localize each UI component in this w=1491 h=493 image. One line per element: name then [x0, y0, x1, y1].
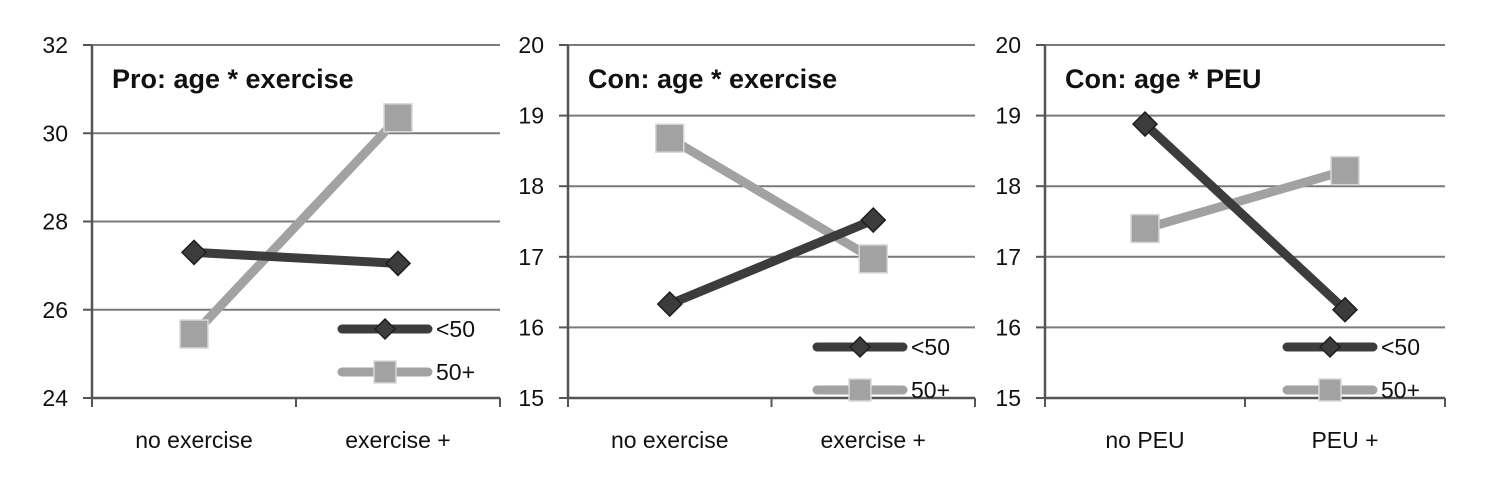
- y-tick-label: 32: [42, 32, 68, 58]
- legend-label: 50+: [1381, 377, 1420, 403]
- data-point-under-50: [1131, 111, 1159, 138]
- legend-label: <50: [911, 334, 950, 360]
- data-point-50-plus: [1330, 155, 1360, 186]
- series-line-under-50: [189, 247, 403, 268]
- legend-marker: [1318, 335, 1342, 359]
- chart-title: Pro: age * exercise: [112, 64, 354, 94]
- y-tick-label: 19: [995, 103, 1021, 129]
- legend-label: <50: [436, 316, 475, 342]
- x-tick-label: no PEU: [1105, 427, 1184, 453]
- y-tick-label: 26: [42, 297, 68, 323]
- data-point-50-plus: [1130, 213, 1160, 244]
- chart-title: Con: age * exercise: [588, 64, 837, 94]
- legend-label: 50+: [436, 359, 475, 385]
- y-tick-label: 18: [518, 173, 544, 199]
- x-tick-label: no exercise: [611, 427, 729, 453]
- chart-panel-1: 24 26 28 30 32 no exercise exercise + Pro: age …: [42, 32, 501, 453]
- data-point-under-50: [656, 291, 683, 318]
- y-tick-label: 15: [995, 385, 1021, 411]
- legend-marker: [1318, 378, 1342, 402]
- x-tick-label: exercise +: [345, 427, 450, 453]
- y-tick-label: 20: [995, 32, 1021, 58]
- data-point-50-plus: [179, 319, 209, 349]
- data-point-under-50: [180, 239, 208, 266]
- data-point-50-plus: [858, 244, 888, 274]
- y-tick-label: 15: [518, 385, 544, 411]
- legend-marker: [848, 335, 872, 359]
- y-tick-label: 30: [42, 120, 68, 146]
- y-tick-label: 16: [995, 314, 1021, 340]
- data-point-50-plus: [655, 123, 685, 153]
- series-line-under-50: [665, 215, 878, 309]
- data-point-under-50: [860, 207, 887, 234]
- legend-marker: [848, 378, 872, 402]
- data-point-under-50: [384, 250, 412, 277]
- y-tick-label: 24: [42, 385, 68, 411]
- series-line-50-plus: [189, 113, 403, 339]
- series-line-under-50: [1140, 119, 1350, 315]
- chart-panel-2: 15 16 17 18 19 20 no exercise exercise + Con: ag…: [518, 32, 976, 453]
- data-point-under-50: [1331, 296, 1359, 323]
- x-tick-label: PEU +: [1311, 427, 1378, 453]
- series-line-50-plus: [1140, 166, 1350, 234]
- x-tick-label: no exercise: [135, 427, 253, 453]
- y-tick-label: 18: [995, 173, 1021, 199]
- legend-marker: [373, 317, 397, 341]
- chart-panel-3: 15 16 17 18 19 20 no PEU PEU + Con: age * PEU <50…: [995, 32, 1446, 453]
- y-tick-label: 19: [518, 103, 544, 129]
- series-line-50-plus: [665, 133, 878, 264]
- legend-marker: [373, 360, 397, 384]
- y-tick-label: 16: [518, 314, 544, 340]
- y-tick-label: 17: [995, 244, 1021, 270]
- y-tick-label: 17: [518, 244, 544, 270]
- chart-title: Con: age * PEU: [1065, 64, 1262, 94]
- legend-label: 50+: [911, 377, 950, 403]
- y-tick-label: 20: [518, 32, 544, 58]
- x-tick-label: exercise +: [821, 427, 926, 453]
- y-tick-label: 28: [42, 209, 68, 235]
- data-point-50-plus: [383, 103, 413, 133]
- legend-label: <50: [1381, 334, 1420, 360]
